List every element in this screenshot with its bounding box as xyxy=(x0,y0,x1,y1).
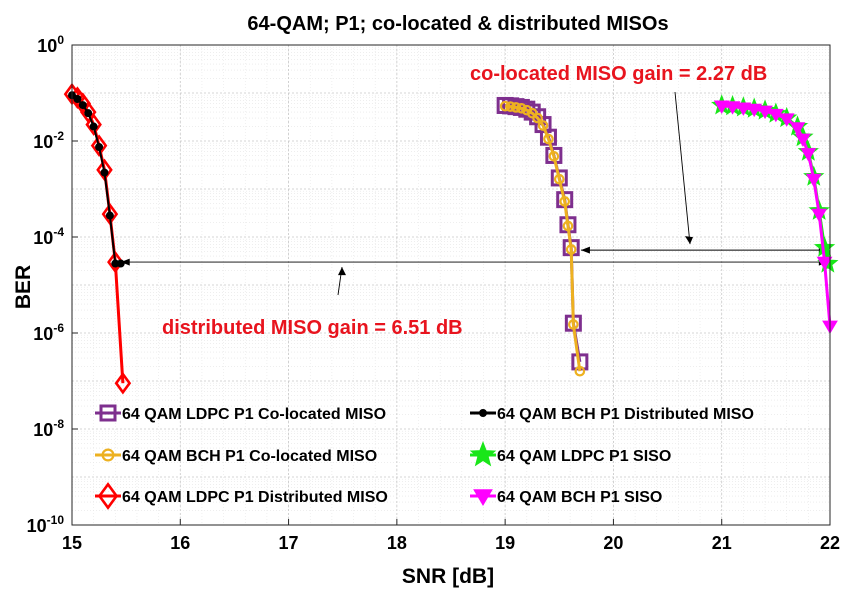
legend-label: 64 QAM LDPC P1 Co-located MISO xyxy=(122,406,386,423)
data-point xyxy=(516,103,527,114)
data-point xyxy=(735,102,752,116)
legend-label: 64 QAM BCH P1 SISO xyxy=(497,489,662,506)
legend-item: 64 QAM LDPC P1 Co-located MISO xyxy=(95,404,386,423)
legend-item: 64 QAM BCH P1 Distributed MISO xyxy=(470,406,754,423)
data-point xyxy=(85,113,102,136)
x-tick-label: 22 xyxy=(820,533,840,553)
data-point xyxy=(562,220,574,232)
data-point xyxy=(795,133,811,147)
x-tick-label: 21 xyxy=(712,533,732,553)
series-line xyxy=(71,94,121,265)
data-point xyxy=(505,101,516,112)
y-tick-label: 10-8 xyxy=(33,417,64,440)
data-point xyxy=(89,122,98,131)
data-point xyxy=(537,120,549,131)
chart-title: 64-QAM; P1; co-located & distributed MIS… xyxy=(247,13,668,35)
data-point xyxy=(816,256,833,271)
series-1 xyxy=(499,100,586,377)
colocated-gain-annotation: co-located MISO gain = 2.27 dB xyxy=(470,63,767,85)
series-5 xyxy=(713,100,838,334)
y-tick-label: 10-4 xyxy=(33,225,64,248)
arrow-head xyxy=(580,246,590,254)
tick-labels: 15 16 17 18 19 20 21 22 100 10-2 10-4 10-6 10-8 10-10 xyxy=(27,33,840,553)
data-point xyxy=(510,102,522,113)
grid-lines xyxy=(71,45,831,525)
x-tick-label: 18 xyxy=(387,533,407,553)
data-point xyxy=(805,173,822,188)
plot-frame xyxy=(72,45,830,525)
plot-area xyxy=(63,44,839,526)
data-point xyxy=(107,250,124,274)
data-point xyxy=(73,94,82,103)
y-tick-label: 100 xyxy=(37,33,64,56)
data-point xyxy=(90,134,108,157)
arrow-head xyxy=(338,267,346,276)
data-point xyxy=(746,103,763,118)
annotation-pointer xyxy=(674,91,691,245)
legend-marker xyxy=(479,409,487,417)
legend-label: 64 QAM LDPC P1 SISO xyxy=(497,448,671,465)
legend-label: 64 QAM BCH P1 Distributed MISO xyxy=(497,406,754,423)
arrow-head xyxy=(685,236,693,245)
data-point xyxy=(548,151,560,162)
legend-item: 64 QAM BCH P1 Co-located MISO xyxy=(95,448,377,465)
data-point xyxy=(565,244,577,255)
data-point xyxy=(543,133,554,145)
legend: 64 QAM LDPC P1 Co-located MISO 64 QAM BCH… xyxy=(95,404,754,510)
data-point xyxy=(724,101,741,115)
data-point xyxy=(553,173,565,185)
data-point xyxy=(78,101,87,110)
data-point xyxy=(811,208,828,223)
data-point xyxy=(105,211,114,220)
legend-marker xyxy=(97,482,119,510)
data-point xyxy=(568,319,579,330)
data-point xyxy=(100,168,109,177)
data-point xyxy=(95,142,104,151)
y-tick-label: 10-2 xyxy=(33,129,64,152)
data-point xyxy=(532,112,543,124)
distributed-gain-annotation: distributed MISO gain = 6.51 dB xyxy=(162,317,463,339)
data-point xyxy=(559,196,570,207)
x-tick-label: 17 xyxy=(279,533,299,553)
legend-item: 64 QAM LDPC P1 SISO xyxy=(469,441,671,467)
data-point xyxy=(574,365,586,377)
y-axis-label: BER xyxy=(12,265,35,309)
data-point xyxy=(84,109,93,118)
series-line xyxy=(505,104,582,372)
plot-border xyxy=(71,44,831,526)
y-tick-label: 10-6 xyxy=(33,321,64,344)
legend-marker xyxy=(473,489,493,506)
data-point xyxy=(499,100,511,112)
data-point xyxy=(116,259,125,268)
x-tick-label: 15 xyxy=(62,533,82,553)
legend-item: 64 QAM LDPC P1 Distributed MISO xyxy=(95,482,388,510)
legend-marker xyxy=(469,441,497,467)
legend-item: 64 QAM BCH P1 SISO xyxy=(470,489,662,506)
series-layer xyxy=(63,82,839,395)
data-point xyxy=(767,108,784,123)
x-axis-label: SNR [dB] xyxy=(402,565,494,588)
legend-marker xyxy=(99,404,117,422)
data-point xyxy=(713,100,730,114)
legend-marker xyxy=(101,448,115,462)
legend-label: 64 QAM BCH P1 Co-located MISO xyxy=(122,448,377,465)
legend-label: 64 QAM LDPC P1 Distributed MISO xyxy=(122,489,388,506)
data-point xyxy=(114,371,132,395)
data-point xyxy=(800,148,817,162)
x-tick-label: 16 xyxy=(170,533,190,553)
data-point xyxy=(778,113,795,127)
y-tick-label: 10-10 xyxy=(27,513,65,536)
x-tick-label: 19 xyxy=(495,533,515,553)
data-point xyxy=(789,122,806,136)
data-point xyxy=(523,103,541,121)
arrow-head xyxy=(120,258,130,266)
x-tick-label: 20 xyxy=(603,533,623,553)
